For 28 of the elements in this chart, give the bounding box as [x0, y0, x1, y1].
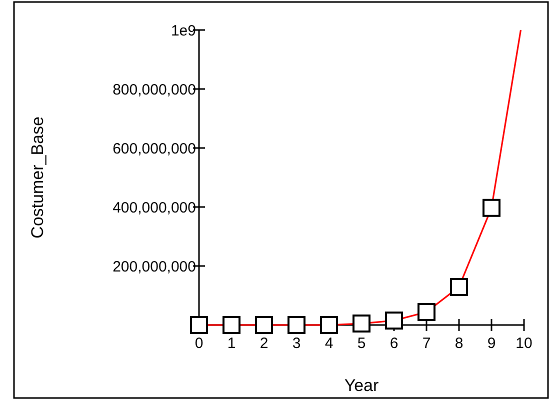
- y-axis-title: Costumer_Base: [28, 116, 47, 238]
- x-tick-label: 9: [487, 335, 496, 352]
- x-tick-label: 2: [260, 335, 268, 352]
- point: [418, 303, 436, 322]
- x-tick-label: 4: [324, 335, 334, 352]
- x-tick-label: 1: [227, 335, 236, 352]
- point: [320, 316, 338, 334]
- point: [288, 316, 306, 334]
- point: [190, 316, 208, 334]
- x-tick-label: 10: [516, 335, 532, 352]
- point: [450, 278, 468, 296]
- x-tick-label: 6: [390, 335, 398, 352]
- x-tick-label: 3: [292, 335, 301, 352]
- x-tick-label: 8: [454, 335, 464, 352]
- point: [222, 316, 240, 334]
- y-tick-label: 400,000,000: [112, 199, 196, 216]
- point: [385, 312, 403, 330]
- x-tick-label: 0: [194, 335, 204, 352]
- y-tick-label: 600,000,000: [112, 140, 196, 158]
- x-tick-label: 7: [422, 335, 431, 352]
- point: [352, 314, 370, 333]
- point: [482, 198, 500, 217]
- x-tick-label: 5: [357, 335, 366, 352]
- y-tick-label: 1e9: [170, 22, 196, 40]
- y-tick-label: 200,000,000: [112, 258, 196, 276]
- y-tick-label: 800,000,000: [112, 81, 196, 98]
- point: [255, 316, 273, 334]
- x-axis-title: Year: [344, 376, 380, 395]
